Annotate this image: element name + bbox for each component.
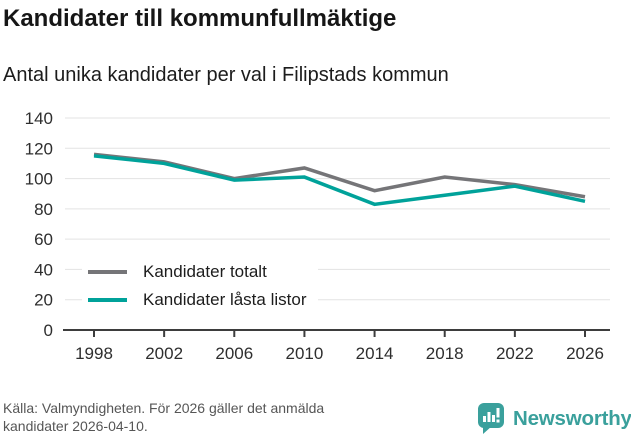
chart-title: Kandidater till kommunfullmäktige: [3, 5, 397, 32]
series-line-kandidater-l-sta-listor: [93, 154, 586, 207]
x-axis-label: 2010: [286, 344, 324, 363]
y-axis-label: 120: [25, 139, 53, 158]
legend-item-kandidater-lasta-listor: Kandidater låsta listor: [88, 289, 306, 310]
y-axis-label: 140: [25, 109, 53, 128]
legend-item-kandidater-totalt: Kandidater totalt: [88, 261, 306, 282]
y-axis-label: 80: [34, 200, 53, 219]
x-axis-label: 1998: [75, 344, 113, 363]
chart-subtitle: Antal unika kandidater per val i Filipst…: [3, 64, 449, 86]
x-axis-label: 2002: [145, 344, 183, 363]
y-axis-label: 60: [34, 230, 53, 249]
legend-label-kandidater-lasta-listor: Kandidater låsta listor: [143, 289, 307, 309]
y-axis-label: 100: [25, 170, 53, 189]
legend-label-kandidater-totalt: Kandidater totalt: [143, 261, 267, 281]
legend-swatch-kandidater-totalt: [88, 269, 127, 274]
chart-legend: Kandidater totalt Kandidater låsta listo…: [82, 257, 319, 316]
x-axis-label: 2006: [215, 344, 253, 363]
legend-swatch-kandidater-lasta-listor: [88, 297, 127, 302]
y-axis-label: 20: [34, 291, 53, 310]
x-axis-label: 2014: [356, 344, 394, 363]
x-axis-label: 2018: [426, 344, 464, 363]
x-axis-label: 2022: [496, 344, 534, 363]
newsworthy-icon: [478, 403, 504, 434]
source-note: Källa: Valmyndigheten. För 2026 gäller d…: [3, 400, 325, 434]
newsworthy-logo[interactable]: Newsworthy: [477, 402, 631, 435]
y-axis-label: 40: [34, 260, 53, 279]
newsworthy-wordmark: Newsworthy: [513, 406, 631, 430]
y-axis-label: 0: [44, 321, 53, 340]
x-axis-label: 2026: [566, 344, 604, 363]
